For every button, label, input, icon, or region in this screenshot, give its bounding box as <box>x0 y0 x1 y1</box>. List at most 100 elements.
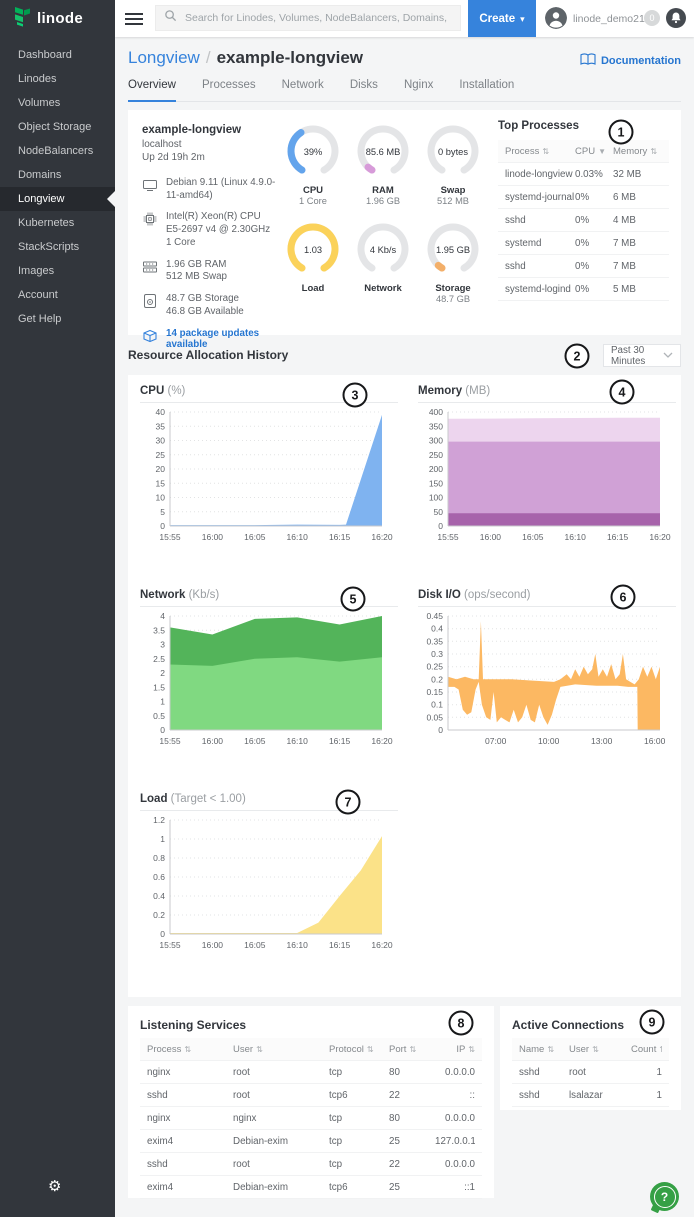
sidebar-item-linodes[interactable]: Linodes <box>18 73 57 85</box>
svg-text:300: 300 <box>429 436 443 446</box>
table-row: sshd lsalazar 1 <box>512 1084 669 1107</box>
create-button[interactable]: Create ▾ <box>468 0 536 37</box>
package-icon <box>142 328 158 347</box>
column-header-cpu[interactable]: CPU ▼ <box>575 145 606 157</box>
sidebar-item-kubernetes[interactable]: Kubernetes <box>18 217 75 229</box>
svg-text:1.5: 1.5 <box>153 682 165 692</box>
sidebar-item-domains[interactable]: Domains <box>18 169 62 181</box>
hamburger-menu-icon[interactable] <box>125 13 143 28</box>
search-input[interactable] <box>183 11 452 25</box>
chart-title: CPU (%) <box>140 385 398 403</box>
tab-overview[interactable]: Overview <box>128 79 176 102</box>
sidebar-item-volumes[interactable]: Volumes <box>18 97 61 109</box>
breadcrumb-section-link[interactable]: Longview <box>128 48 200 67</box>
table-cell: sshd <box>147 1089 168 1101</box>
table-cell: root <box>569 1066 586 1078</box>
column-header-user[interactable]: User ⇅ <box>569 1043 599 1055</box>
active-connections-title: Active Connections <box>512 1018 625 1032</box>
tab-network[interactable]: Network <box>281 79 324 91</box>
svg-text:150: 150 <box>429 478 443 488</box>
table-cell: 4 MB <box>613 214 636 226</box>
table-cell: exim4 <box>147 1181 174 1193</box>
column-header-count[interactable]: Count⇅ <box>631 1044 662 1055</box>
gauge-value: 4 Kb/s <box>369 245 397 255</box>
svg-text:15:55: 15:55 <box>159 736 181 746</box>
gauge-cpu: 39% CPU 1 Core <box>278 122 348 206</box>
table-cell: root <box>233 1066 250 1078</box>
top-processes-panel: Top Processes Process ⇅ CPU ▼ Memory ⇅ linode-… <box>498 120 669 301</box>
tab-nginx[interactable]: Nginx <box>403 79 434 91</box>
host-uptime: Up 2d 19h 2m <box>142 152 205 163</box>
sidebar-item-object-storage[interactable]: Object Storage <box>18 121 92 133</box>
tab-processes[interactable]: Processes <box>201 79 256 91</box>
table-row: sshd 0% 7 MB <box>498 255 669 278</box>
notification-count-badge[interactable]: 0 <box>644 10 660 26</box>
gauge-sublabel: 1 Core <box>299 196 327 206</box>
chart-plot: 0 5 10 15 20 25 30 35 40 15:55 16:00 16:05 16:10 16:1… <box>140 406 398 557</box>
table-row: sshd 0% 4 MB <box>498 209 669 232</box>
help-button[interactable]: ? <box>650 1182 679 1211</box>
svg-text:16:00: 16:00 <box>202 940 224 950</box>
svg-text:16:20: 16:20 <box>371 940 393 950</box>
avatar[interactable] <box>545 7 567 29</box>
table-cell: tcp <box>329 1112 343 1124</box>
column-header-process[interactable]: Process ⇅ <box>505 145 550 157</box>
sidebar-item-stackscripts[interactable]: StackScripts <box>18 241 80 253</box>
column-header-port[interactable]: Port ⇅ <box>389 1043 417 1055</box>
sidebar-item-dashboard[interactable]: Dashboard <box>18 49 72 61</box>
column-header-process[interactable]: Process ⇅ <box>147 1043 192 1055</box>
table-cell: 7 MB <box>613 260 636 272</box>
annotation-circle-3: 3 <box>342 382 368 408</box>
table-cell: nginx <box>147 1066 171 1078</box>
gauge-label: CPU <box>302 185 324 196</box>
package-updates-label: 14 package updates available <box>166 327 260 350</box>
table-cell: systemd-logind <box>505 283 571 295</box>
table-cell: 0.03% <box>575 168 603 180</box>
svg-text:4: 4 <box>160 611 165 621</box>
summary-card: example-longview localhost Up 2d 19h 2m … <box>128 110 681 350</box>
svg-text:16:15: 16:15 <box>329 532 351 542</box>
table-cell: ::1 <box>464 1181 475 1193</box>
linode-logo[interactable]: linode <box>0 0 115 37</box>
sidebar-item-get-help[interactable]: Get Help <box>18 313 62 325</box>
svg-text:30: 30 <box>156 436 166 446</box>
table-cell: 127.0.0.1 <box>435 1135 475 1147</box>
package-updates-link[interactable]: 14 package updates available <box>142 328 278 350</box>
gauges: 39% CPU 1 Core 85.6 MB RAM 1.96 GB 0 bytes Swap… <box>278 122 488 304</box>
notifications-bell-icon[interactable] <box>666 8 686 28</box>
column-header-memory[interactable]: Memory ⇅ <box>613 145 658 157</box>
settings-gear-icon[interactable]: ⚙ <box>48 1178 62 1195</box>
system-info: example-longview localhost Up 2d 19h 2m … <box>142 124 278 350</box>
tab-installation[interactable]: Installation <box>459 79 515 91</box>
table-cell: root <box>233 1158 250 1170</box>
column-header-protocol[interactable]: Protocol ⇅ <box>329 1043 374 1055</box>
sidebar-item-longview[interactable]: Longview <box>0 187 115 211</box>
gauge-swap: 0 bytes Swap 512 MB <box>418 122 488 206</box>
svg-text:15:55: 15:55 <box>437 532 459 542</box>
table-cell: 22 <box>389 1089 400 1101</box>
page-title: example-longview <box>216 48 363 67</box>
table-cell: tcp <box>329 1135 343 1147</box>
documentation-link[interactable]: Documentation <box>580 53 681 69</box>
table-cell: nginx <box>233 1112 257 1124</box>
column-header-ip[interactable]: IP ⇅ <box>456 1043 475 1055</box>
search-icon <box>164 9 177 27</box>
chart-load: Load (Target < 1.00) 0 0.2 0.4 0.6 0.8 1 1.2 15:… <box>140 793 398 965</box>
topbar: Create ▾ linode_demo215 0 <box>115 0 694 37</box>
tab-disks[interactable]: Disks <box>349 79 378 91</box>
column-header-user[interactable]: User ⇅ <box>233 1043 263 1055</box>
svg-text:0.4: 0.4 <box>153 891 165 901</box>
sidebar-item-nodebalancers[interactable]: NodeBalancers <box>18 145 94 157</box>
column-header-name[interactable]: Name ⇅ <box>519 1043 555 1055</box>
spec-row: 1.96 GB RAM 512 MB Swap <box>142 259 278 284</box>
svg-text:0.6: 0.6 <box>153 872 165 882</box>
svg-text:16:15: 16:15 <box>329 940 351 950</box>
table-cell: 0% <box>575 237 590 249</box>
time-range-select[interactable]: Past 30 Minutes <box>603 344 681 367</box>
sidebar-item-account[interactable]: Account <box>18 289 58 301</box>
sort-icon: ⇅ <box>592 1044 599 1054</box>
username[interactable]: linode_demo215 <box>573 13 651 25</box>
svg-text:250: 250 <box>429 450 443 460</box>
table-cell: 0% <box>575 283 590 295</box>
sidebar-item-images[interactable]: Images <box>18 265 55 277</box>
